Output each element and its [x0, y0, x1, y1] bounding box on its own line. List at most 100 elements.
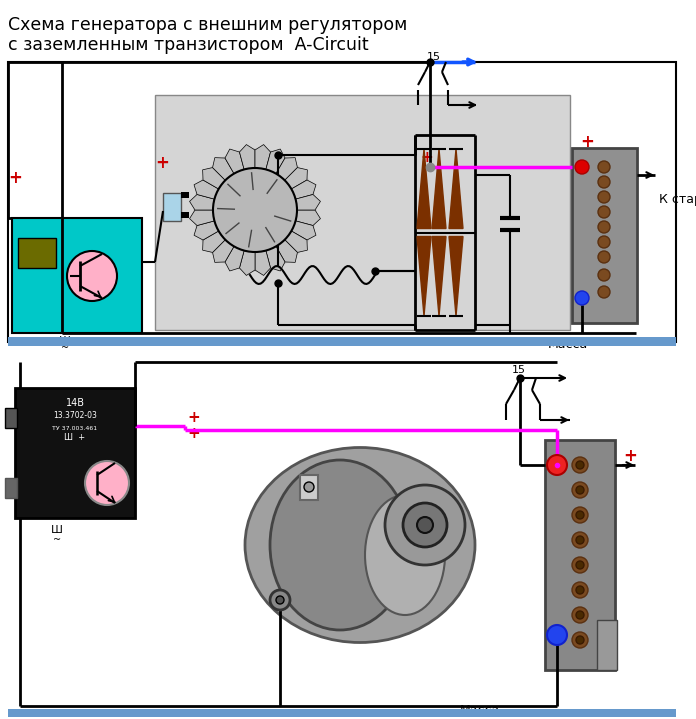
Bar: [15, 388, 135, 518]
Polygon shape: [255, 210, 316, 240]
Circle shape: [572, 457, 588, 473]
Polygon shape: [203, 210, 255, 252]
Polygon shape: [449, 149, 463, 229]
Circle shape: [572, 482, 588, 498]
Text: СУ: СУ: [25, 249, 41, 262]
Text: +: +: [155, 154, 169, 172]
Bar: [8, 337, 676, 346]
Polygon shape: [255, 145, 271, 210]
Circle shape: [598, 286, 610, 298]
Text: 14В: 14В: [65, 398, 84, 408]
Circle shape: [572, 507, 588, 523]
Bar: [181, 212, 189, 218]
Circle shape: [572, 582, 588, 598]
Circle shape: [385, 485, 465, 565]
Polygon shape: [194, 210, 255, 240]
Circle shape: [598, 236, 610, 248]
Text: 15: 15: [512, 365, 526, 375]
Circle shape: [547, 625, 567, 645]
Circle shape: [67, 251, 117, 301]
Polygon shape: [432, 149, 446, 229]
Circle shape: [598, 269, 610, 281]
Bar: [163, 193, 181, 221]
Text: ТУ 37.003.461: ТУ 37.003.461: [52, 426, 97, 431]
Bar: [5, 478, 17, 498]
Bar: [572, 148, 637, 323]
Polygon shape: [255, 180, 316, 210]
Text: ~: ~: [308, 610, 316, 620]
Text: Ш: Ш: [306, 600, 318, 610]
Text: —: —: [598, 339, 610, 352]
Circle shape: [576, 486, 584, 494]
Text: +: +: [420, 150, 433, 165]
Polygon shape: [255, 210, 271, 275]
Circle shape: [598, 161, 610, 173]
Circle shape: [276, 596, 284, 604]
Text: с заземленным транзистором  A-Circuit: с заземленным транзистором A-Circuit: [8, 36, 369, 54]
Bar: [545, 440, 615, 670]
Circle shape: [85, 461, 129, 505]
Bar: [181, 192, 189, 198]
Bar: [300, 475, 318, 500]
Polygon shape: [255, 210, 308, 252]
Bar: [8, 362, 676, 712]
Bar: [8, 62, 676, 342]
Text: +: +: [187, 426, 200, 441]
Polygon shape: [255, 194, 320, 210]
Polygon shape: [432, 237, 446, 316]
Text: +: +: [623, 447, 637, 465]
Circle shape: [598, 221, 610, 233]
Polygon shape: [417, 237, 431, 316]
Circle shape: [304, 482, 314, 492]
Circle shape: [598, 206, 610, 218]
Text: Ш: Ш: [59, 336, 71, 346]
Polygon shape: [212, 210, 255, 262]
Ellipse shape: [270, 460, 410, 630]
Text: Масса: Масса: [460, 703, 500, 717]
Ellipse shape: [245, 447, 475, 643]
Polygon shape: [189, 210, 255, 226]
Text: Ш: Ш: [51, 525, 63, 535]
Circle shape: [576, 461, 584, 469]
Polygon shape: [255, 149, 285, 210]
Circle shape: [575, 160, 589, 174]
Polygon shape: [255, 157, 297, 210]
Circle shape: [576, 511, 584, 519]
Text: +: +: [580, 133, 594, 151]
Polygon shape: [449, 237, 463, 316]
Polygon shape: [194, 180, 255, 210]
Circle shape: [576, 636, 584, 644]
Text: Масса: Масса: [548, 339, 588, 352]
Polygon shape: [239, 145, 255, 210]
Polygon shape: [189, 194, 255, 210]
Polygon shape: [417, 149, 431, 229]
Text: +: +: [8, 169, 22, 187]
Circle shape: [417, 517, 433, 533]
Circle shape: [572, 607, 588, 623]
Text: 15: 15: [427, 52, 441, 62]
Circle shape: [598, 176, 610, 188]
Polygon shape: [225, 210, 255, 271]
Text: 13.3702-03: 13.3702-03: [53, 411, 97, 421]
Bar: [597, 620, 617, 670]
Circle shape: [572, 532, 588, 548]
Text: К стартеру: К стартеру: [659, 193, 696, 206]
Circle shape: [598, 251, 610, 263]
Text: ~: ~: [53, 535, 61, 545]
Bar: [18, 238, 56, 268]
Circle shape: [270, 590, 290, 610]
Circle shape: [403, 503, 447, 547]
Bar: [8, 709, 676, 717]
Circle shape: [576, 561, 584, 569]
Circle shape: [576, 611, 584, 619]
Circle shape: [547, 455, 567, 475]
Bar: [5, 408, 17, 428]
Polygon shape: [203, 168, 255, 210]
Polygon shape: [255, 210, 297, 262]
Polygon shape: [239, 210, 255, 275]
Polygon shape: [212, 157, 255, 210]
Circle shape: [598, 191, 610, 203]
Text: —: —: [520, 703, 532, 717]
Circle shape: [572, 632, 588, 648]
Circle shape: [575, 291, 589, 305]
